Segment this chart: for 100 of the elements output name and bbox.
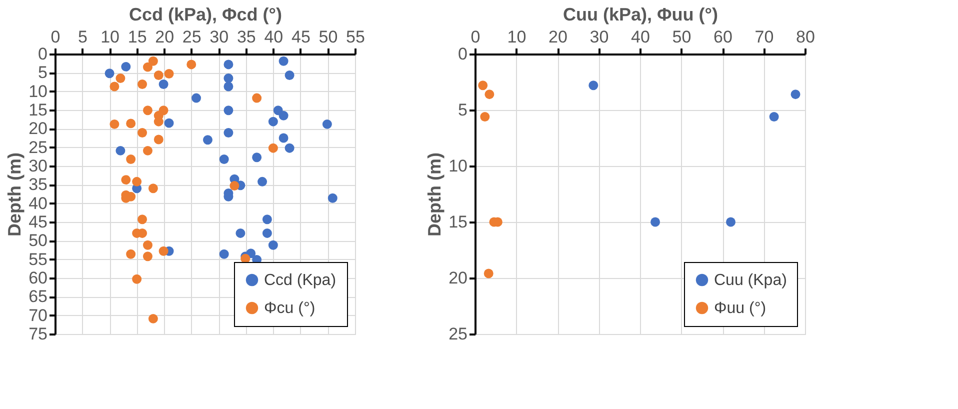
y-tick-label: 50: [28, 231, 48, 250]
x-axis-title: Cuu (kPa), Φuu (°): [563, 4, 718, 24]
point: [154, 70, 164, 80]
point: [192, 93, 202, 103]
x-tick-label: 30: [210, 28, 229, 46]
point: [138, 214, 148, 224]
point: [790, 90, 800, 100]
y-tick-label: 20: [28, 119, 48, 138]
x-axis-title: Ccd (kPa), Φcd (°): [129, 4, 282, 24]
point: [202, 135, 212, 145]
point: [278, 56, 288, 66]
point: [132, 274, 142, 284]
point: [126, 154, 136, 164]
y-tick-label: 40: [28, 194, 48, 213]
point: [224, 82, 234, 92]
point: [480, 112, 490, 122]
point: [224, 60, 234, 70]
point: [236, 228, 246, 238]
y-tick-label: 5: [38, 63, 48, 82]
point: [148, 314, 158, 324]
x-tick-label: 10: [507, 28, 526, 46]
x-tick-label: 40: [264, 28, 284, 46]
point: [104, 68, 114, 78]
y-tick-label: 45: [28, 212, 48, 232]
y-tick-label: 70: [28, 306, 48, 325]
legend-label: Φcu (°): [264, 300, 316, 317]
point: [148, 56, 158, 66]
point: [126, 249, 136, 259]
point: [121, 175, 131, 185]
point: [224, 106, 234, 116]
point: [284, 143, 294, 153]
x-tick-label: 20: [155, 28, 174, 46]
point: [148, 184, 158, 194]
point: [121, 62, 131, 72]
y-tick-label: 15: [448, 212, 468, 232]
point: [484, 90, 494, 100]
y-axis-title: Depth (m): [4, 152, 25, 236]
point: [252, 93, 262, 103]
point: [258, 176, 268, 186]
y-axis-title: Depth (m): [424, 152, 445, 236]
x-tick-label: 70: [754, 28, 774, 46]
x-tick-label: 5: [78, 28, 88, 46]
point: [164, 69, 174, 79]
point: [158, 80, 168, 89]
point: [268, 116, 278, 126]
y-tick-label: 0: [458, 44, 468, 64]
point: [726, 217, 736, 227]
point: [328, 193, 338, 203]
point: [158, 246, 168, 256]
y-tick-label: 20: [448, 268, 468, 288]
legend-label: Φuu (°): [714, 300, 766, 317]
point: [116, 146, 126, 156]
y-tick-label: 55: [28, 250, 48, 269]
point: [154, 134, 164, 144]
point: [142, 62, 152, 72]
x-tick-label: 55: [346, 28, 365, 46]
x-tick-label: 10: [100, 28, 120, 46]
point: [142, 240, 152, 250]
point: [230, 181, 240, 191]
point: [219, 154, 229, 164]
x-tick-label: 35: [236, 28, 256, 46]
x-tick-label: 60: [714, 28, 732, 46]
point: [164, 118, 174, 128]
point: [132, 176, 142, 186]
legend-label: Ccd (Kpa): [264, 272, 336, 289]
y-tick-label: 10: [28, 82, 48, 101]
point: [268, 240, 278, 250]
point: [110, 119, 120, 129]
x-tick-label: 25: [182, 28, 202, 46]
legend-label: Cuu (Kpa): [714, 272, 787, 289]
point: [142, 106, 152, 116]
point: [138, 80, 148, 89]
point: [268, 143, 278, 153]
point: [262, 228, 272, 238]
y-tick-label: 35: [28, 175, 48, 194]
y-tick-label: 5: [458, 100, 468, 120]
x-tick-label: 30: [590, 28, 609, 46]
y-tick-label: 25: [28, 138, 48, 157]
point: [142, 146, 152, 156]
x-tick-label: 50: [318, 28, 338, 46]
y-tick-label: 75: [28, 324, 48, 344]
x-tick-label: 15: [128, 28, 147, 46]
x-tick-label: 80: [796, 28, 815, 46]
point: [110, 82, 120, 92]
point: [588, 80, 598, 90]
y-tick-label: 65: [28, 287, 48, 306]
point: [186, 60, 196, 70]
point: [262, 214, 272, 224]
x-tick-label: 45: [291, 28, 310, 46]
point: [126, 118, 136, 128]
point: [142, 252, 152, 262]
point: [116, 74, 126, 83]
point: [138, 128, 148, 138]
y-tick-label: 25: [448, 324, 468, 344]
point: [650, 217, 660, 227]
y-tick-label: 0: [38, 44, 48, 64]
point: [252, 152, 262, 162]
point: [219, 249, 229, 259]
point: [769, 112, 779, 122]
y-tick-label: 30: [28, 156, 48, 176]
